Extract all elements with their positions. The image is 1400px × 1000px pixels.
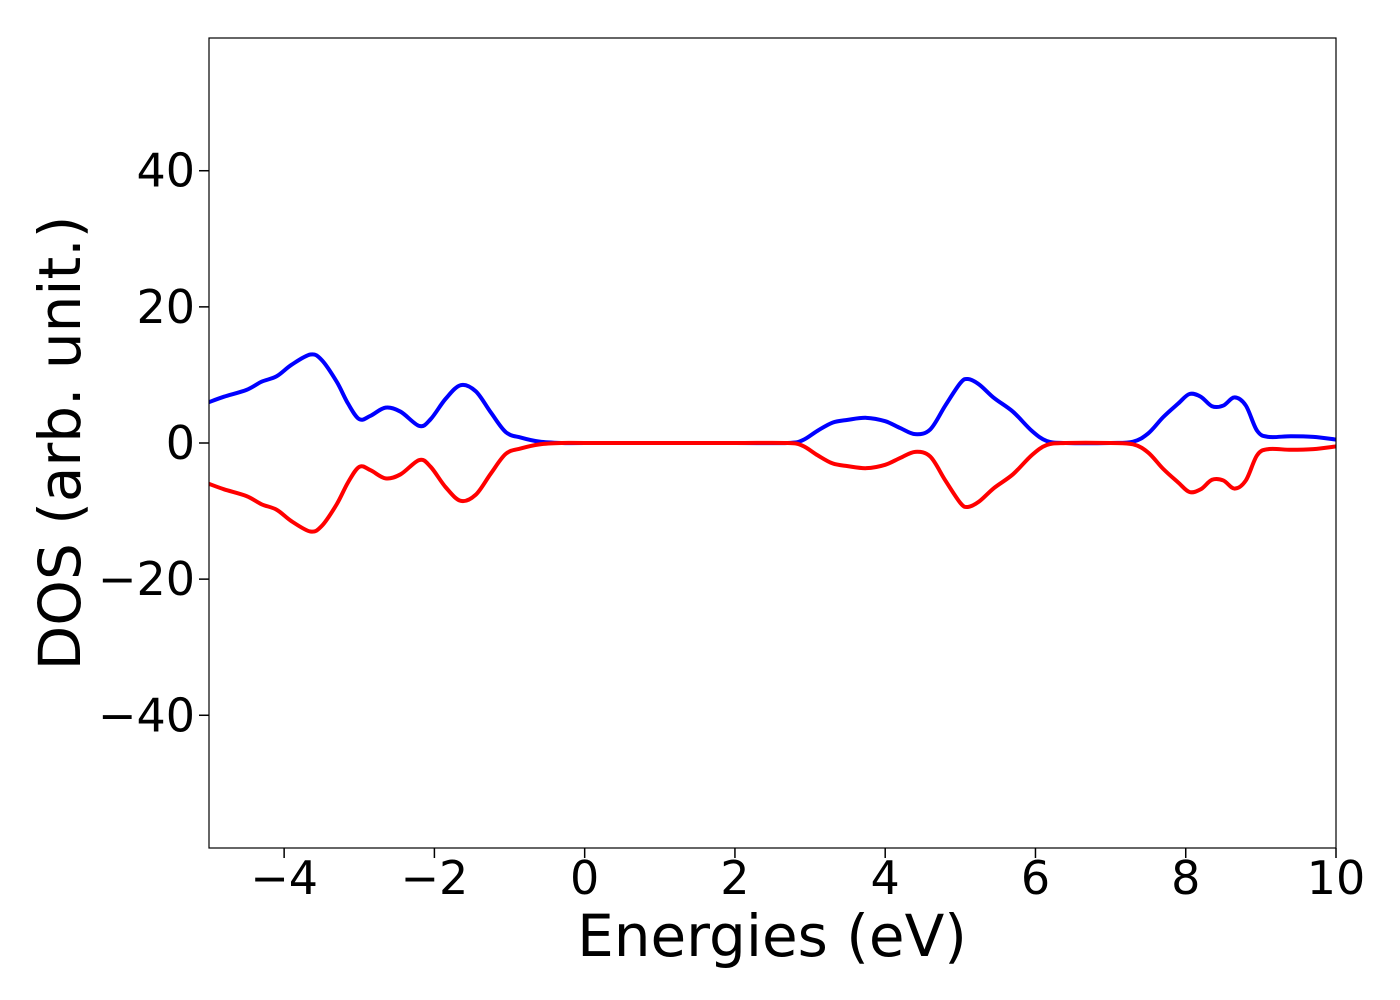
y-axis-ticks: −40 −20 0 20 40	[98, 144, 209, 742]
x-tick-label: 10	[1307, 851, 1366, 905]
x-tick-label: 6	[1021, 851, 1050, 905]
x-tick-label: 8	[1171, 851, 1200, 905]
y-tick-label: −40	[98, 688, 195, 742]
x-tick-label: 0	[570, 851, 599, 905]
series-line-1	[209, 352, 1336, 446]
x-axis-ticks: −4 −2 0 2 4 6 8 10	[250, 848, 1365, 905]
series-line-2	[209, 440, 1336, 534]
x-tick-label: −2	[400, 851, 468, 905]
y-axis-label: DOS (arb. unit.)	[26, 216, 94, 671]
series-layer	[209, 352, 1336, 534]
x-tick-label: 2	[720, 851, 749, 905]
y-tick-label: 40	[136, 144, 195, 198]
x-tick-label: 4	[871, 851, 900, 905]
y-tick-label: 20	[136, 280, 195, 334]
x-axis-label: Energies (eV)	[577, 902, 967, 970]
x-tick-label: −4	[250, 851, 318, 905]
y-tick-label: 0	[166, 416, 195, 470]
y-tick-label: −20	[98, 552, 195, 606]
